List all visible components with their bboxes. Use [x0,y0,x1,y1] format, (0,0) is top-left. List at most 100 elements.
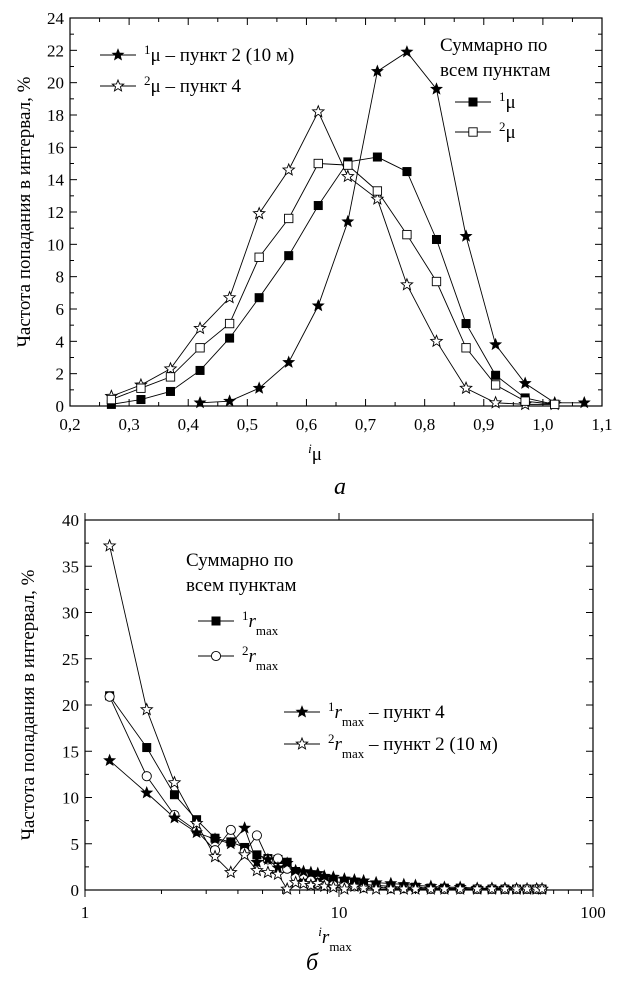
data-point-b_star_open [189,816,204,830]
data-point-b_circ_open [141,771,152,782]
data-point-a_star_filled [459,229,473,242]
data-point-b_star_open [102,538,117,552]
data-point-a_star_filled [400,45,414,58]
data-point-a_sq_open [254,252,264,262]
data-point-a_sq_open [313,158,323,169]
x-axis-title-sup: i [318,924,322,939]
y-tick-label: 20 [62,696,79,715]
data-point-a_sq_open [550,399,560,410]
data-point-a_sq_open [195,343,205,353]
data-point-a_sq_open [224,318,235,329]
data-point-b_star_open [470,881,485,895]
series-line-b_star_open [109,545,543,890]
legend-label-main: μ [506,92,516,113]
data-point-a_sq_open [106,394,117,405]
data-point-a_star_open [488,395,503,409]
data-point-b_star_open [249,863,264,877]
legend-marker-star-filled [111,48,125,61]
x-tick-label: 1 [81,903,90,922]
data-point-b_sq_filled [169,790,179,800]
legend-label-suffix: – пункт 2 (10 м) [161,45,295,66]
data-point-a_star_open [222,290,237,304]
y-tick-label: 20 [47,74,64,93]
data-point-b_star_filled [167,811,181,824]
y-tick-label: 22 [47,41,64,60]
legend-label-main: μ [151,76,161,97]
data-point-b_star_open [317,879,332,893]
legend-label-sub: max [256,658,279,673]
legend-label-sup: 1 [328,699,335,714]
data-point-a_sq_open [372,186,383,196]
data-point-b_star_filled [261,852,275,865]
data-point-b_star_open [271,867,285,881]
data-point-b_star_filled [103,753,117,767]
legend-label: 2μ – пункт 4 [144,73,242,98]
data-point-b_star_open [383,881,398,895]
data-point-a_sq_filled [461,319,471,329]
y-tick-label: 24 [47,9,65,28]
y-tick-label: 2 [56,365,65,384]
y-tick-label: 4 [56,332,65,351]
data-point-a_sq_open [490,380,501,390]
data-point-a_sq_open [431,276,442,287]
data-point-b_star_filled [326,870,340,883]
series-line-a_sq_open [111,163,555,405]
y-tick-label: 10 [47,235,64,254]
y-tick-label: 30 [62,604,79,623]
data-point-b_star_filled [208,832,222,845]
legend-label-main: μ [506,122,516,143]
x-tick-label: 0,7 [355,415,377,434]
data-point-b_star_open [280,881,295,895]
data-point-a_sq_filled [165,386,175,396]
legend-marker-square-open [468,127,478,137]
data-point-a_star_open [163,361,178,375]
data-point-a_star_open [370,191,385,205]
legend-label-main: r [335,734,343,755]
data-point-b_star_open [237,847,252,861]
legend-label: 1μ – пункт 2 (10 м) [144,42,294,67]
data-point-a_star_open [311,104,326,118]
data-point-b_star_open [167,775,182,789]
data-point-b_star_open [396,881,411,895]
legend-label: 2rmax – пункт 2 (10 м) [328,731,498,761]
legend-label-sup: 1 [242,608,249,623]
legend-label: 1rmax [242,608,279,638]
x-axis-title: iμ [308,441,322,466]
x-axis-title-main: μ [312,444,322,465]
data-point-a_star_filled [311,298,325,312]
y-tick-label: 10 [62,789,79,808]
data-point-b_star_open [498,881,512,895]
x-tick-label: 0,3 [118,415,139,434]
data-point-a_sq_filled [491,370,501,380]
legend-group-title: Суммарно по [186,550,293,571]
data-point-a_sq_filled [284,251,294,261]
chart-panel-1: 1 10 100 0 5 10 15 20 25 30 35 40 Частота попадания … [18,511,606,976]
legend-label-suffix: – пункт 4 [161,76,242,97]
data-point-a_star_open [281,162,296,176]
data-point-a_sq_filled [402,167,412,177]
data-point-b_star_open [326,880,341,894]
data-point-a_star_filled [489,337,503,351]
legend-label-main: r [335,702,343,723]
data-point-b_star_open [347,879,362,893]
data-point-b_star_open [369,881,383,895]
legend-group-title: всем пунктам [440,60,551,81]
x-axis-title-sup: i [308,441,312,456]
data-point-b_star_filled [311,866,325,879]
legend-marker-square-filled [468,97,478,107]
data-point-b_star_open [356,880,371,894]
data-point-a_star_filled [577,395,591,409]
x-tick-label: 0,5 [237,415,258,434]
data-point-b_sq_filled [142,743,152,753]
data-point-a_star_open [429,334,444,348]
data-point-a_star_filled [282,355,296,368]
data-point-b_star_open [296,876,311,890]
data-point-a_sq_filled [372,152,382,162]
panel-label: а [334,474,346,500]
data-point-b_star_open [261,865,275,879]
data-point-b_star_filled [190,825,204,839]
y-axis-title: Частота попадания в интервал, % [18,569,39,840]
legend-label-main: r [249,611,257,632]
data-point-a_sq_open [343,160,353,170]
legend-label-sup: 1 [499,89,506,104]
